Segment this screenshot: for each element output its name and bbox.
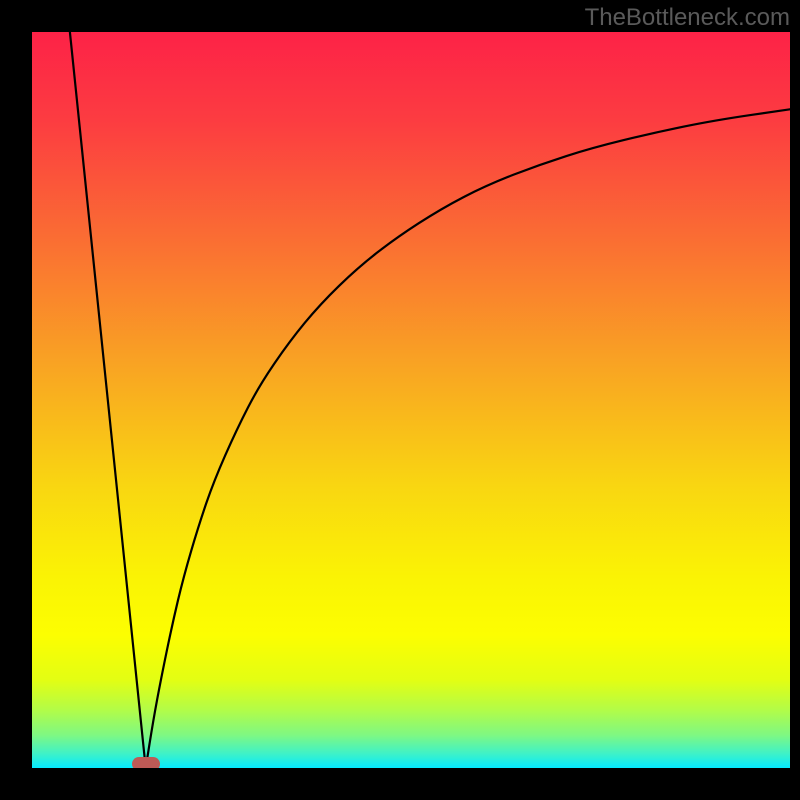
optimum-marker (132, 757, 160, 768)
bottleneck-curve (32, 32, 790, 768)
watermark-text: TheBottleneck.com (585, 4, 790, 32)
plot-area (32, 32, 790, 768)
